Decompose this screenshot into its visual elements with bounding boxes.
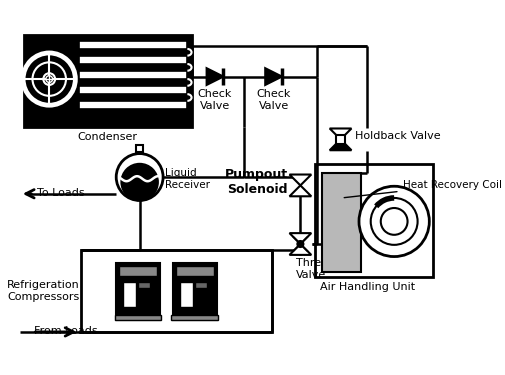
Bar bbox=[24, 35, 191, 127]
Bar bbox=[171, 315, 218, 320]
Text: Heat Recovery Coil: Heat Recovery Coil bbox=[343, 180, 500, 198]
Bar bbox=[78, 86, 187, 94]
Polygon shape bbox=[329, 129, 351, 140]
Polygon shape bbox=[289, 174, 311, 185]
Bar bbox=[136, 145, 143, 152]
Bar bbox=[78, 40, 187, 49]
Bar bbox=[116, 263, 160, 320]
Circle shape bbox=[22, 52, 76, 106]
Text: Refrigeration
Compressors: Refrigeration Compressors bbox=[7, 280, 79, 302]
Text: Three Way
Valve: Three Way Valve bbox=[295, 258, 355, 280]
Bar bbox=[123, 282, 136, 307]
Text: From Loads: From Loads bbox=[34, 326, 97, 336]
Circle shape bbox=[32, 62, 66, 96]
Text: Condenser: Condenser bbox=[78, 132, 137, 142]
Circle shape bbox=[120, 163, 159, 201]
Circle shape bbox=[380, 208, 407, 235]
Bar bbox=[315, 165, 432, 278]
Circle shape bbox=[358, 186, 428, 256]
Text: To Loads: To Loads bbox=[36, 188, 84, 198]
Circle shape bbox=[296, 241, 303, 248]
Circle shape bbox=[43, 73, 55, 85]
Bar bbox=[78, 101, 187, 109]
Polygon shape bbox=[289, 185, 311, 196]
Bar bbox=[173, 263, 216, 320]
Text: Check
Valve: Check Valve bbox=[197, 89, 232, 111]
Bar bbox=[179, 282, 193, 307]
Text: Air Handling Unit: Air Handling Unit bbox=[319, 282, 414, 292]
Bar bbox=[175, 266, 214, 276]
Text: Liquid
Receiver: Liquid Receiver bbox=[165, 168, 210, 189]
Circle shape bbox=[24, 54, 74, 104]
Polygon shape bbox=[329, 140, 351, 150]
Text: Pumpout
Solenoid: Pumpout Solenoid bbox=[224, 168, 287, 196]
Bar bbox=[78, 56, 187, 64]
Bar bbox=[138, 282, 149, 288]
Polygon shape bbox=[289, 233, 311, 244]
Circle shape bbox=[370, 198, 417, 245]
Bar bbox=[194, 282, 206, 288]
Text: Check
Valve: Check Valve bbox=[256, 89, 290, 111]
Circle shape bbox=[46, 76, 53, 82]
Bar bbox=[81, 250, 271, 332]
Text: Holdback Valve: Holdback Valve bbox=[354, 131, 439, 141]
Polygon shape bbox=[206, 68, 223, 85]
Polygon shape bbox=[265, 68, 281, 85]
Polygon shape bbox=[289, 244, 311, 255]
Circle shape bbox=[116, 154, 163, 201]
Bar bbox=[114, 315, 161, 320]
Bar bbox=[336, 135, 344, 144]
Bar bbox=[78, 71, 187, 79]
Bar bbox=[119, 266, 157, 276]
Bar bbox=[322, 173, 360, 272]
